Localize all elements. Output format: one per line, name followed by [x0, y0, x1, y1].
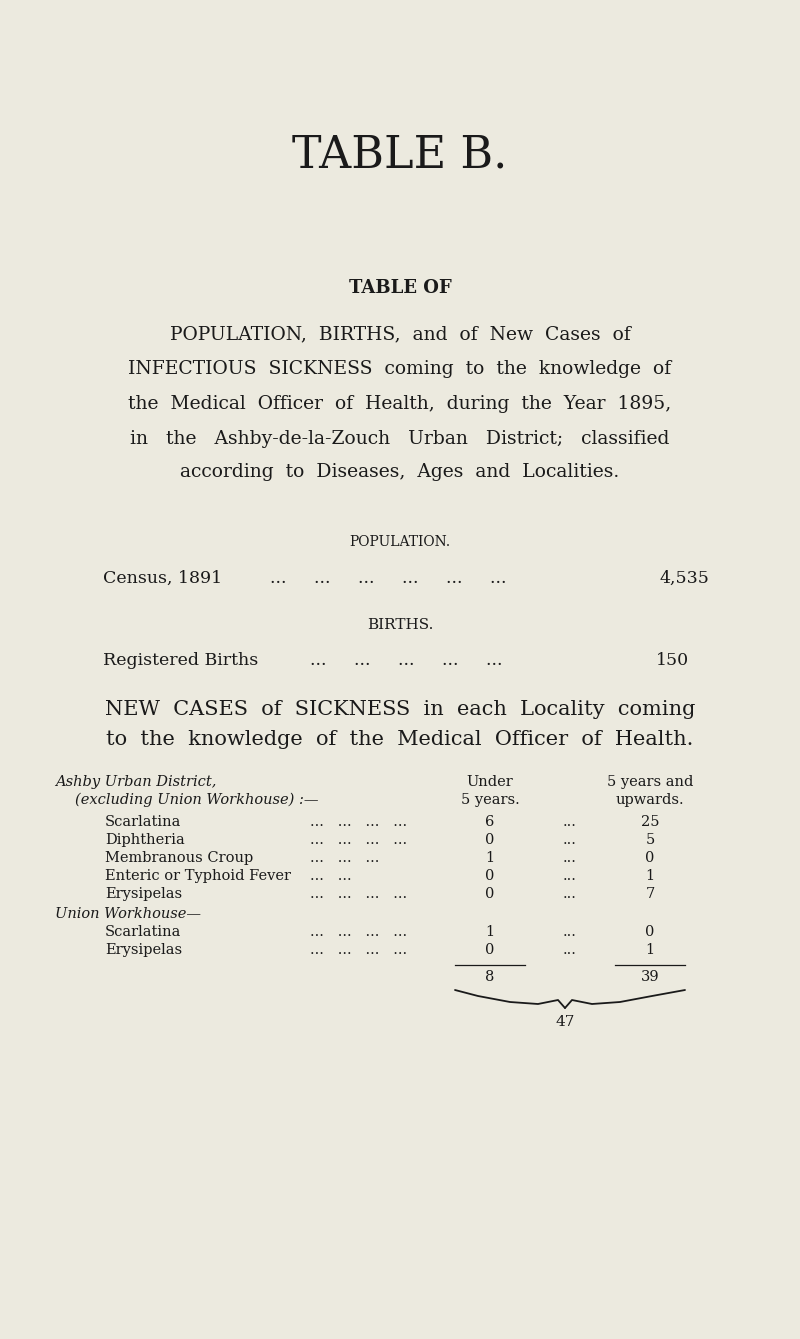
Text: Union Workhouse—: Union Workhouse— — [55, 907, 201, 921]
Text: NEW  CASES  of  SICKNESS  in  each  Locality  coming: NEW CASES of SICKNESS in each Locality c… — [105, 700, 695, 719]
Text: ...   ...   ...   ...: ... ... ... ... — [310, 815, 407, 829]
Text: 0: 0 — [646, 852, 654, 865]
Text: in   the   Ashby-de-la-Zouch   Urban   District;   classified: in the Ashby-de-la-Zouch Urban District;… — [130, 430, 670, 449]
Text: Erysipelas: Erysipelas — [105, 886, 182, 901]
Text: 39: 39 — [641, 969, 659, 984]
Text: 5 years.: 5 years. — [461, 793, 519, 807]
Text: Registered Births: Registered Births — [103, 652, 258, 670]
Text: POPULATION,  BIRTHS,  and  of  New  Cases  of: POPULATION, BIRTHS, and of New Cases of — [170, 325, 630, 343]
Text: 4,535: 4,535 — [660, 570, 710, 586]
Text: ...: ... — [563, 833, 577, 848]
Text: Erysipelas: Erysipelas — [105, 943, 182, 957]
Text: 1: 1 — [646, 869, 654, 882]
Text: ...: ... — [563, 925, 577, 939]
Text: Census, 1891: Census, 1891 — [103, 570, 222, 586]
Text: ...: ... — [563, 815, 577, 829]
Text: ...: ... — [563, 852, 577, 865]
Text: (excluding Union Workhouse) :—: (excluding Union Workhouse) :— — [75, 793, 318, 807]
Text: 47: 47 — [555, 1015, 574, 1028]
Text: ...: ... — [563, 869, 577, 882]
Text: 1: 1 — [646, 943, 654, 957]
Text: Under: Under — [466, 775, 514, 789]
Text: TABLE B.: TABLE B. — [292, 134, 508, 177]
Text: POPULATION.: POPULATION. — [350, 536, 450, 549]
Text: 6: 6 — [486, 815, 494, 829]
Text: 0: 0 — [486, 833, 494, 848]
Text: Scarlatina: Scarlatina — [105, 925, 182, 939]
Text: to  the  knowledge  of  the  Medical  Officer  of  Health.: to the knowledge of the Medical Officer … — [106, 730, 694, 749]
Text: ...   ...   ...: ... ... ... — [310, 852, 379, 865]
Text: 5 years and: 5 years and — [607, 775, 693, 789]
Text: 0: 0 — [486, 869, 494, 882]
Text: INFECTIOUS  SICKNESS  coming  to  the  knowledge  of: INFECTIOUS SICKNESS coming to the knowle… — [129, 360, 671, 378]
Text: ...: ... — [563, 886, 577, 901]
Text: ...: ... — [563, 943, 577, 957]
Text: Ashby Urban District,: Ashby Urban District, — [55, 775, 216, 789]
Text: Diphtheria: Diphtheria — [105, 833, 185, 848]
Text: 8: 8 — [486, 969, 494, 984]
Text: Enteric or Typhoid Fever: Enteric or Typhoid Fever — [105, 869, 291, 882]
Text: BIRTHS.: BIRTHS. — [367, 619, 433, 632]
Text: TABLE OF: TABLE OF — [349, 279, 451, 297]
Text: Scarlatina: Scarlatina — [105, 815, 182, 829]
Text: ...     ...     ...     ...     ...: ... ... ... ... ... — [310, 652, 502, 670]
Text: 7: 7 — [646, 886, 654, 901]
Text: ...     ...     ...     ...     ...     ...: ... ... ... ... ... ... — [270, 570, 506, 586]
Text: 1: 1 — [486, 925, 494, 939]
Text: the  Medical  Officer  of  Health,  during  the  Year  1895,: the Medical Officer of Health, during th… — [128, 395, 672, 412]
Text: 0: 0 — [486, 943, 494, 957]
Text: 25: 25 — [641, 815, 659, 829]
Text: 0: 0 — [486, 886, 494, 901]
Text: upwards.: upwards. — [616, 793, 684, 807]
Text: ...   ...   ...   ...: ... ... ... ... — [310, 943, 407, 957]
Text: ...   ...   ...   ...: ... ... ... ... — [310, 833, 407, 848]
Text: ...   ...   ...   ...: ... ... ... ... — [310, 925, 407, 939]
Text: according  to  Diseases,  Ages  and  Localities.: according to Diseases, Ages and Localiti… — [180, 463, 620, 481]
Text: ...   ...: ... ... — [310, 869, 352, 882]
Text: Membranous Croup: Membranous Croup — [105, 852, 254, 865]
Text: 0: 0 — [646, 925, 654, 939]
Text: ...   ...   ...   ...: ... ... ... ... — [310, 886, 407, 901]
Text: 150: 150 — [656, 652, 689, 670]
Text: 5: 5 — [646, 833, 654, 848]
Text: 1: 1 — [486, 852, 494, 865]
